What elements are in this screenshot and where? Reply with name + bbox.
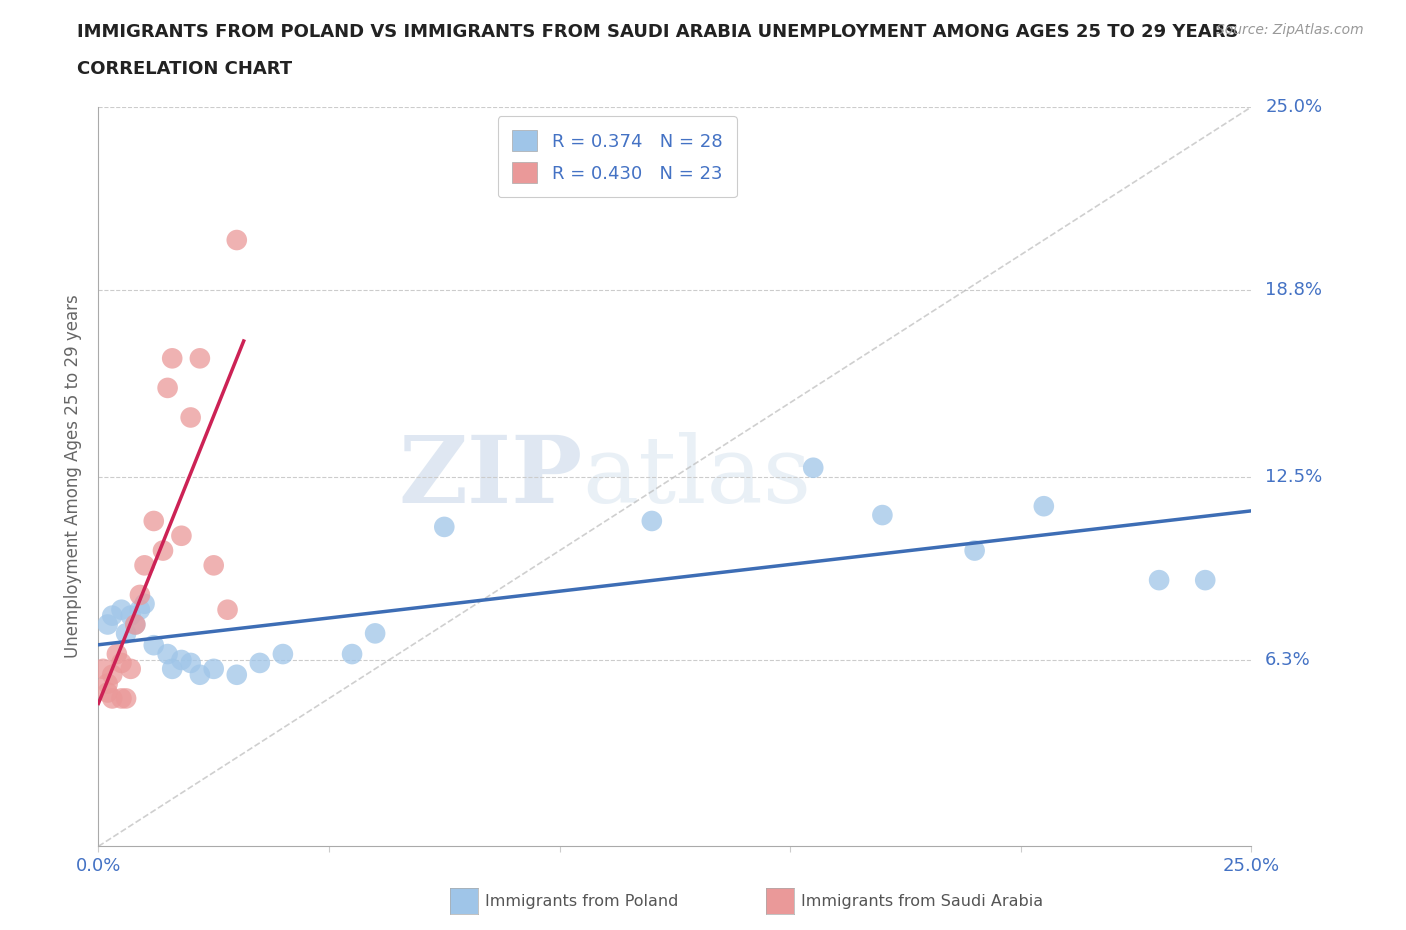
Text: 12.5%: 12.5% xyxy=(1265,468,1323,485)
Text: Source: ZipAtlas.com: Source: ZipAtlas.com xyxy=(1216,23,1364,37)
Point xyxy=(180,410,202,425)
Point xyxy=(160,351,183,365)
Text: 6.3%: 6.3% xyxy=(1265,651,1310,669)
Point xyxy=(101,608,124,623)
Point xyxy=(340,646,363,661)
Point xyxy=(142,513,165,528)
Text: 25.0%: 25.0% xyxy=(1265,98,1323,116)
Text: ZIP: ZIP xyxy=(398,432,582,522)
Text: Immigrants from Poland: Immigrants from Poland xyxy=(485,894,679,909)
Point xyxy=(105,646,128,661)
Text: atlas: atlas xyxy=(582,432,811,522)
Point xyxy=(97,685,120,700)
Point xyxy=(124,618,146,632)
Text: CORRELATION CHART: CORRELATION CHART xyxy=(77,60,292,78)
Point xyxy=(91,661,114,676)
Text: 18.8%: 18.8% xyxy=(1265,281,1322,299)
Text: Immigrants from Saudi Arabia: Immigrants from Saudi Arabia xyxy=(801,894,1043,909)
Point xyxy=(364,626,387,641)
Point xyxy=(101,668,124,683)
Point xyxy=(217,603,239,618)
Point xyxy=(101,691,124,706)
Point xyxy=(142,638,165,653)
Point xyxy=(202,558,225,573)
Point xyxy=(129,603,152,618)
Point xyxy=(433,520,456,535)
Legend: R = 0.374   N = 28, R = 0.430   N = 23: R = 0.374 N = 28, R = 0.430 N = 23 xyxy=(498,116,737,197)
Point xyxy=(202,661,225,676)
Point xyxy=(160,661,183,676)
Point xyxy=(180,656,202,671)
Point xyxy=(641,513,664,528)
Point xyxy=(115,626,138,641)
Point xyxy=(271,646,294,661)
Point xyxy=(156,380,179,395)
Point xyxy=(115,691,138,706)
Point xyxy=(1032,498,1054,513)
Point xyxy=(134,558,156,573)
Point xyxy=(124,618,146,632)
Point xyxy=(120,608,142,623)
Point xyxy=(156,646,179,661)
Point xyxy=(110,656,132,671)
Point xyxy=(249,656,271,671)
Point xyxy=(1194,573,1216,588)
Point xyxy=(110,691,132,706)
Y-axis label: Unemployment Among Ages 25 to 29 years: Unemployment Among Ages 25 to 29 years xyxy=(65,295,83,658)
Point xyxy=(152,543,174,558)
Point xyxy=(188,351,211,365)
Text: IMMIGRANTS FROM POLAND VS IMMIGRANTS FROM SAUDI ARABIA UNEMPLOYMENT AMONG AGES 2: IMMIGRANTS FROM POLAND VS IMMIGRANTS FRO… xyxy=(77,23,1239,41)
Point xyxy=(188,668,211,683)
Point xyxy=(110,603,132,618)
Point xyxy=(129,588,152,603)
Point xyxy=(225,668,247,683)
Point xyxy=(963,543,986,558)
Point xyxy=(97,618,120,632)
Point xyxy=(872,508,894,523)
Point xyxy=(170,528,193,543)
Point xyxy=(225,232,247,247)
Point xyxy=(170,653,193,668)
Point xyxy=(1147,573,1170,588)
Point xyxy=(134,596,156,611)
Point xyxy=(120,661,142,676)
Point xyxy=(97,676,120,691)
Point xyxy=(801,460,824,475)
